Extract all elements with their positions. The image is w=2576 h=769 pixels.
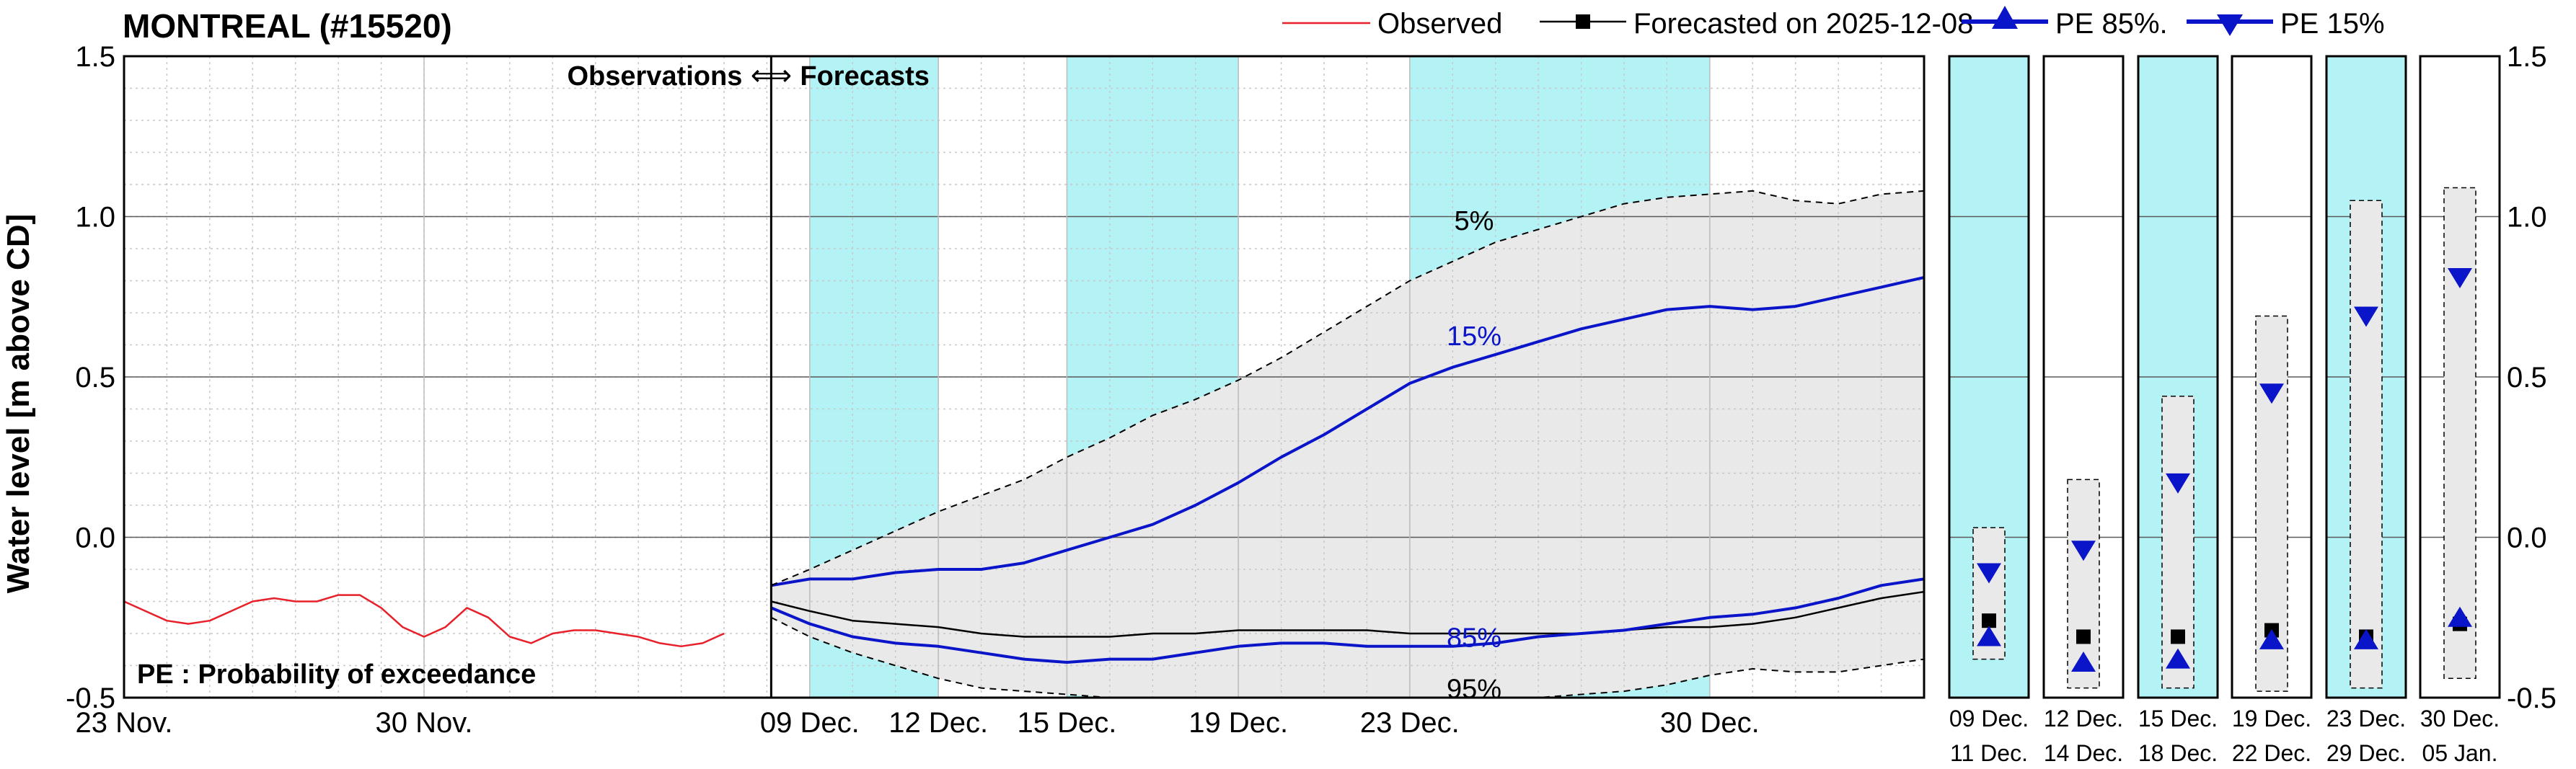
curve-label: 85% <box>1447 623 1501 653</box>
x-tick-label: 30 Dec. <box>1660 707 1760 739</box>
panel-forecast-marker <box>2171 629 2185 644</box>
panel-pe15-marker <box>1977 563 2001 584</box>
observations-label: Observations <box>567 61 742 92</box>
y-tick-label-right: 0.0 <box>2507 523 2547 554</box>
panel-label-bottom: 05 Jan. <box>2422 740 2498 766</box>
series-line-forecasted-on-2025-12-08 <box>771 590 1925 638</box>
panel-label-top: 30 Dec. <box>2420 706 2500 732</box>
curve-label: 95% <box>1447 675 1501 705</box>
panel-pe15-marker <box>2259 383 2284 404</box>
panel-forecast-marker <box>1982 613 1996 628</box>
panel-frame <box>2419 55 2501 699</box>
panel-pe85-marker <box>2448 606 2472 627</box>
panel-frame <box>1948 55 2030 699</box>
legend-pe85-marker <box>1992 6 2018 29</box>
series-line-pe-95- <box>770 616 1925 698</box>
period-panel: 23 Dec. 29 Dec. <box>2325 55 2407 766</box>
y-tick-label-right: -0.5 <box>2507 683 2557 714</box>
panel-range-box <box>2443 187 2476 680</box>
period-panel: 19 Dec. 22 Dec. <box>2231 55 2313 766</box>
panel-range-box <box>2067 479 2100 689</box>
panel-label-bottom: 29 Dec. <box>2326 740 2406 766</box>
legend-observed-label: Observed <box>1377 8 1502 40</box>
legend-pe15-label: PE 15% <box>2280 8 2385 40</box>
legend: Observed Forecasted on 2025-12-08 PE 85%… <box>1282 6 2385 40</box>
x-tick-label: 15 Dec. <box>1017 707 1116 739</box>
series-line-pe-15- <box>771 276 1925 587</box>
period-panel: 12 Dec. 14 Dec. <box>2042 55 2125 766</box>
y-tick-label-left: 1.5 <box>75 41 115 73</box>
panel-forecast-marker <box>2076 629 2091 644</box>
y-tick-label-right: 0.5 <box>2507 362 2547 394</box>
panel-label-top: 15 Dec. <box>2138 706 2218 732</box>
panel-pe15-marker <box>2448 268 2472 289</box>
legend-forecast-label: Forecasted on 2025-12-08 <box>1633 8 1973 40</box>
panel-pe85-marker <box>1977 626 2001 646</box>
panel-pe15-marker <box>2354 306 2378 327</box>
y-tick-label-right: 1.0 <box>2507 202 2547 234</box>
y-tick-label-left: 0.5 <box>75 362 115 394</box>
series-line-pe-85- <box>770 577 1925 664</box>
x-tick-label: 30 Nov. <box>376 707 473 739</box>
series-line-observed <box>123 594 725 648</box>
panel-pe85-marker <box>2259 628 2284 649</box>
panel-label-top: 09 Dec. <box>1949 706 2029 732</box>
panel-frame <box>2325 55 2407 699</box>
tick-labels: -0.5 0.0 0.5 1.0 1.5 23 Nov. 30 Nov. 09 Dec. 12 … <box>66 41 2557 739</box>
panel-frame <box>2042 55 2125 699</box>
panel-label-top: 19 Dec. <box>2232 706 2311 732</box>
observations-forecasts-arrow: ⟺ <box>751 60 792 92</box>
panel-label-bottom: 18 Dec. <box>2138 740 2218 766</box>
panel-label-bottom: 14 Dec. <box>2044 740 2123 766</box>
panel-frame <box>2137 55 2219 699</box>
panel-label-top: 12 Dec. <box>2044 706 2123 732</box>
panel-range-box <box>2350 200 2383 689</box>
x-tick-label: 19 Dec. <box>1188 707 1288 739</box>
period-panel: 30 Dec. 05 Jan. <box>2419 55 2501 766</box>
panel-pe15-marker <box>2166 473 2190 494</box>
panel-frame <box>2231 55 2313 699</box>
legend-pe85-label: PE 85%. <box>2055 8 2168 40</box>
legend-forecast-marker <box>1576 14 1590 29</box>
main-plot: 5% 15% 85% 95% Observations ⟺ Forecasts PE : Pr… <box>123 55 1926 705</box>
panel-pe85-marker <box>2166 648 2190 669</box>
panel-label-top: 23 Dec. <box>2326 706 2406 732</box>
x-tick-label: 09 Dec. <box>760 707 860 739</box>
period-panels: 09 Dec. 11 Dec. 12 Dec. 14 Dec. 15 Dec. 18 De… <box>1948 55 2501 766</box>
chart-title: MONTREAL (#15520) <box>123 7 452 45</box>
y-tick-label-right: 1.5 <box>2507 41 2547 73</box>
y-axis-title: Water level [m above CD] <box>1 214 36 594</box>
y-tick-label-left: -0.5 <box>66 683 115 714</box>
panel-pe15-marker <box>2071 541 2096 561</box>
pe-note: PE : Probability of exceedance <box>137 659 536 690</box>
period-panel: 09 Dec. 11 Dec. <box>1948 55 2030 766</box>
curve-label: 5% <box>1455 206 1494 236</box>
panel-pe85-marker <box>2354 628 2378 649</box>
x-tick-label: 12 Dec. <box>888 707 988 739</box>
curve-label: 15% <box>1447 321 1501 352</box>
legend-pe15-marker <box>2217 14 2243 36</box>
panel-label-bottom: 11 Dec. <box>1950 740 2028 766</box>
forecast-band <box>771 190 1924 698</box>
forecasts-label: Forecasts <box>800 61 930 92</box>
x-tick-label: 23 Dec. <box>1360 707 1460 739</box>
main-plot-frame <box>123 55 1926 699</box>
panel-pe85-marker <box>2071 652 2096 672</box>
panel-label-bottom: 22 Dec. <box>2232 740 2311 766</box>
period-panel: 15 Dec. 18 Dec. <box>2137 55 2219 766</box>
y-tick-label-left: 0.0 <box>75 523 115 554</box>
panel-range-box <box>2161 395 2195 689</box>
x-tick-label: 23 Nov. <box>76 707 173 739</box>
y-tick-label-left: 1.0 <box>75 202 115 234</box>
